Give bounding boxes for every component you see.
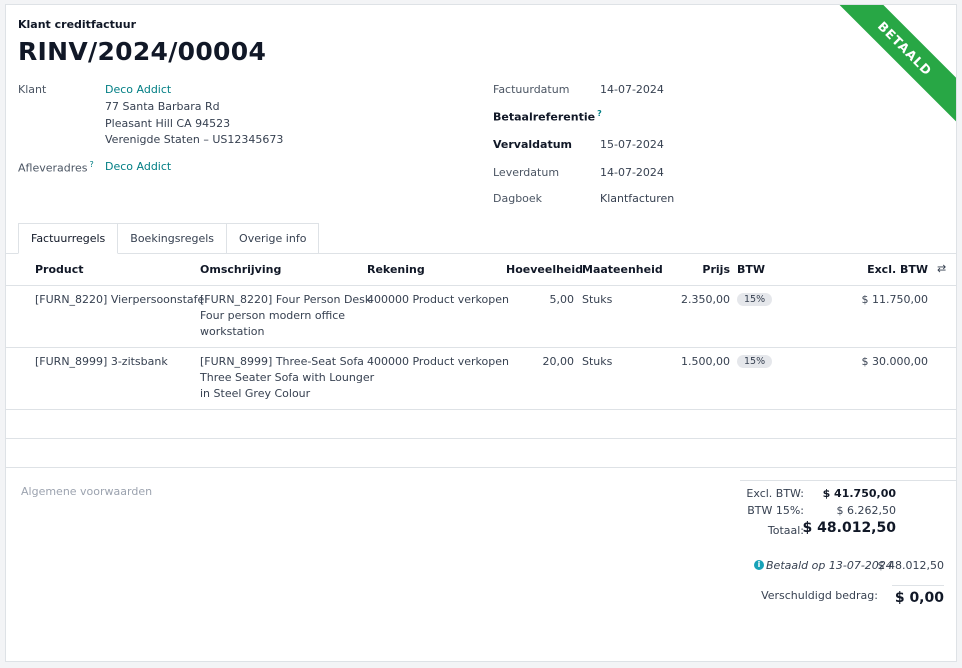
help-tooltip-icon[interactable]: ?: [89, 160, 94, 169]
description-line: [FURN_8220] Four Person Desk: [200, 293, 372, 306]
tab-journal-items[interactable]: Boekingsregels: [117, 223, 228, 254]
column-header-price[interactable]: Prijs: [702, 263, 730, 276]
subtotal-cell: $ 30.000,00: [861, 355, 928, 368]
column-header-quantity[interactable]: Hoeveelheid: [506, 263, 584, 276]
table-divider: [6, 409, 956, 410]
journal-label: Dagboek: [493, 192, 543, 205]
delivery-address-link[interactable]: Deco Addict: [105, 160, 172, 173]
payment-reference-label: Betaalreferentie?: [493, 109, 602, 124]
account-cell: 400000 Product verkopen: [367, 355, 509, 368]
description-line: Four person modern office: [200, 309, 346, 322]
column-header-description[interactable]: Omschrijving: [200, 263, 282, 276]
due-date-value[interactable]: 15-07-2024: [600, 138, 664, 151]
journal-value[interactable]: Klantfacturen: [600, 192, 675, 205]
quantity-cell: 20,00: [542, 355, 575, 368]
uom-cell: Stuks: [582, 355, 613, 368]
payment-line-amount: $ 48.012,50: [877, 559, 944, 572]
price-cell: 2.350,00: [681, 293, 730, 306]
notebook-tabs: Factuurregels Boekingsregels Overige inf…: [18, 223, 320, 254]
delivery-address-label: Afleveradres?: [18, 160, 94, 175]
help-tooltip-icon[interactable]: ?: [597, 109, 602, 118]
customer-label: Klant: [18, 83, 47, 96]
product-link[interactable]: [FURN_8999] 3-zitsbank: [35, 355, 168, 368]
column-header-account[interactable]: Rekening: [367, 263, 425, 276]
payment-line-label: Betaald op 13-07-2024: [766, 559, 893, 572]
tax-badge: 15%: [737, 293, 773, 306]
payment-reference-label-text: Betaalreferentie: [493, 110, 596, 124]
total-label: Totaal:: [767, 524, 804, 537]
uom-cell: Stuks: [582, 293, 613, 306]
description-line: workstation: [200, 325, 265, 338]
subtotal-cell: $ 11.750,00: [861, 293, 928, 306]
table-divider: [6, 438, 956, 439]
address-line-3: Verenigde Staten – US12345673: [105, 133, 284, 146]
column-header-subtotal[interactable]: Excl. BTW: [867, 263, 928, 276]
column-header-uom[interactable]: Maateenheid: [582, 263, 663, 276]
price-cell: 1.500,00: [681, 355, 730, 368]
column-header-product[interactable]: Product: [35, 263, 84, 276]
delivery-date-label: Leverdatum: [493, 166, 560, 179]
tax-amount-value: $ 6.262,50: [836, 504, 896, 517]
invoice-date-label: Factuurdatum: [493, 83, 570, 96]
amount-due-divider: [892, 585, 944, 586]
total-value: $ 48.012,50: [802, 520, 896, 536]
tab-invoice-lines[interactable]: Factuurregels: [18, 223, 119, 254]
document-type-label: Klant creditfactuur: [18, 18, 137, 31]
delivery-date-value[interactable]: 14-07-2024: [600, 166, 664, 179]
tax-badge: 15%: [737, 355, 773, 368]
tax-amount-label: BTW 15%:: [747, 504, 804, 517]
info-icon[interactable]: i: [754, 560, 764, 570]
column-settings-icon[interactable]: ⇄: [937, 262, 947, 275]
description-line: in Steel Grey Colour: [200, 387, 311, 400]
customer-link[interactable]: Deco Addict: [105, 83, 172, 96]
table-divider: [6, 285, 956, 286]
amount-due-value: $ 0,00: [894, 590, 944, 606]
column-header-tax[interactable]: BTW: [737, 263, 766, 276]
invoice-date-value[interactable]: 14-07-2024: [600, 83, 664, 96]
invoice-form-sheet: BETAALD Klant creditfactuur RINV/2024/00…: [5, 4, 957, 662]
paid-ribbon-label: BETAALD: [836, 5, 956, 125]
delivery-address-label-text: Afleveradres: [18, 161, 88, 175]
table-divider: [6, 467, 956, 468]
address-line-2: Pleasant Hill CA 94523: [105, 117, 231, 130]
product-link[interactable]: [FURN_8220] Vierpersoonstafel: [35, 293, 208, 306]
address-line-1: 77 Santa Barbara Rd: [105, 100, 220, 113]
description-line: Three Seater Sofa with Lounger: [200, 371, 375, 384]
status-ribbon: BETAALD: [836, 5, 956, 125]
table-divider: [6, 347, 956, 348]
due-date-label: Vervaldatum: [493, 138, 573, 151]
description-line: [FURN_8999] Three-Seat Sofa: [200, 355, 364, 368]
untaxed-amount-value: $ 41.750,00: [822, 487, 896, 500]
quantity-cell: 5,00: [549, 293, 575, 306]
amount-due-label: Verschuldigd bedrag:: [761, 589, 878, 602]
tab-divider: [6, 253, 956, 254]
account-cell: 400000 Product verkopen: [367, 293, 509, 306]
terms-conditions-input[interactable]: Algemene voorwaarden: [21, 485, 153, 498]
tab-other-info[interactable]: Overige info: [226, 223, 320, 254]
untaxed-amount-label: Excl. BTW:: [746, 487, 804, 500]
page-title: RINV/2024/00004: [18, 37, 267, 66]
totals-divider: [740, 480, 956, 481]
